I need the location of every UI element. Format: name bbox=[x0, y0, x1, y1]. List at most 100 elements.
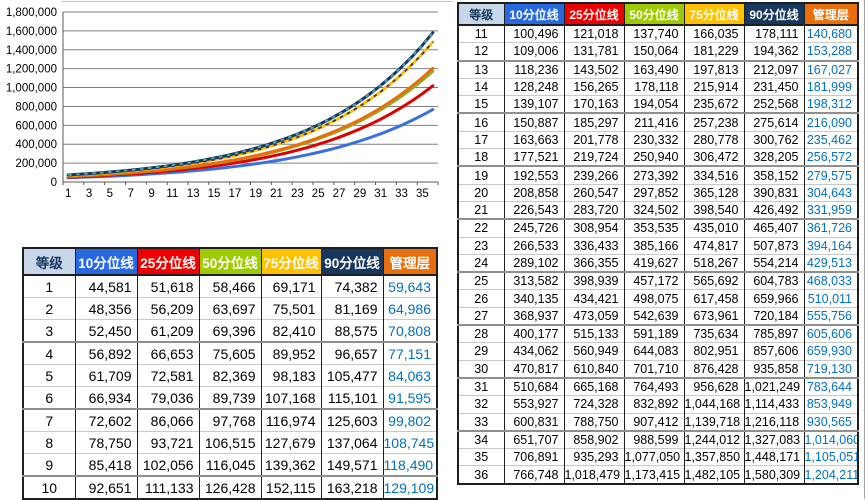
cell-p90-22[interactable]: 465,407 bbox=[743, 218, 805, 238]
cell-p75-34[interactable]: 1,244,012 bbox=[683, 429, 745, 449]
cell-p10-10[interactable]: 92,651 bbox=[74, 475, 138, 499]
cell-p50-36[interactable]: 1,173,415 bbox=[623, 465, 685, 484]
cell-p25-35[interactable]: 935,293 bbox=[563, 448, 625, 466]
cell-p50-6[interactable]: 89,739 bbox=[198, 386, 262, 409]
cell-level-21[interactable]: 21 bbox=[457, 200, 505, 220]
cell-p25-24[interactable]: 366,355 bbox=[563, 253, 625, 273]
cell-mgmt-33[interactable]: 930,565 bbox=[803, 412, 859, 431]
cell-mgmt-28[interactable]: 605,606 bbox=[803, 324, 859, 343]
cell-p90-36[interactable]: 1,580,309 bbox=[743, 465, 805, 484]
cell-p25-16[interactable]: 185,297 bbox=[563, 112, 625, 132]
cell-p50-26[interactable]: 498,075 bbox=[623, 289, 685, 308]
cell-p10-21[interactable]: 226,543 bbox=[503, 200, 565, 220]
cell-p75-22[interactable]: 435,010 bbox=[683, 218, 745, 238]
cell-level-1[interactable]: 1 bbox=[22, 274, 76, 298]
cell-level-26[interactable]: 26 bbox=[457, 289, 505, 308]
cell-p10-1[interactable]: 44,581 bbox=[74, 274, 138, 298]
cell-mgmt-23[interactable]: 394,164 bbox=[803, 236, 859, 255]
cell-p25-10[interactable]: 111,133 bbox=[136, 475, 200, 499]
cell-p50-32[interactable]: 832,892 bbox=[623, 395, 685, 414]
cell-p10-31[interactable]: 510,684 bbox=[503, 376, 565, 396]
cell-level-29[interactable]: 29 bbox=[457, 342, 505, 361]
cell-p75-29[interactable]: 802,951 bbox=[683, 342, 745, 361]
cell-mgmt-6[interactable]: 91,595 bbox=[382, 386, 438, 409]
cell-level-15[interactable]: 15 bbox=[457, 95, 505, 114]
cell-p25-5[interactable]: 72,581 bbox=[136, 364, 200, 387]
cell-mgmt-14[interactable]: 181,999 bbox=[803, 77, 859, 96]
cell-p90-13[interactable]: 212,097 bbox=[743, 59, 805, 79]
cell-p10-36[interactable]: 766,748 bbox=[503, 465, 565, 484]
cell-level-18[interactable]: 18 bbox=[457, 148, 505, 167]
cell-p90-4[interactable]: 96,657 bbox=[320, 341, 384, 365]
cell-p10-12[interactable]: 109,006 bbox=[503, 42, 565, 61]
cell-p50-19[interactable]: 273,392 bbox=[623, 165, 685, 185]
salary-percentile-line-chart[interactable]: 1,800,000 1,600,000 1,400,000 1,200,000 1,00… bbox=[0, 0, 452, 212]
cell-mgmt-15[interactable]: 198,312 bbox=[803, 95, 859, 114]
cell-level-13[interactable]: 13 bbox=[457, 59, 505, 79]
cell-p10-33[interactable]: 600,831 bbox=[503, 412, 565, 431]
cell-p10-6[interactable]: 66,934 bbox=[74, 386, 138, 409]
cell-p90-3[interactable]: 88,575 bbox=[320, 319, 384, 342]
cell-mgmt-36[interactable]: 1,204,211 bbox=[803, 465, 859, 484]
cell-p50-30[interactable]: 701,710 bbox=[623, 359, 685, 378]
cell-mgmt-8[interactable]: 108,745 bbox=[382, 431, 438, 454]
cell-p90-19[interactable]: 358,152 bbox=[743, 165, 805, 185]
cell-level-32[interactable]: 32 bbox=[457, 395, 505, 414]
cell-p90-17[interactable]: 300,762 bbox=[743, 130, 805, 149]
column-header-level[interactable]: 等级 bbox=[22, 248, 76, 276]
cell-p90-25[interactable]: 604,783 bbox=[743, 271, 805, 290]
cell-level-2[interactable]: 2 bbox=[22, 297, 76, 320]
cell-p50-12[interactable]: 150,064 bbox=[623, 42, 685, 61]
cell-p75-12[interactable]: 181,229 bbox=[683, 42, 745, 61]
cell-p75-23[interactable]: 474,817 bbox=[683, 236, 745, 255]
cell-p25-4[interactable]: 66,653 bbox=[136, 341, 200, 365]
cell-p90-18[interactable]: 328,205 bbox=[743, 148, 805, 167]
cell-p75-31[interactable]: 956,628 bbox=[683, 376, 745, 396]
cell-p75-11[interactable]: 166,035 bbox=[683, 24, 745, 43]
cell-mgmt-17[interactable]: 235,462 bbox=[803, 130, 859, 149]
cell-p10-34[interactable]: 651,707 bbox=[503, 429, 565, 449]
cell-p50-3[interactable]: 69,396 bbox=[198, 319, 262, 342]
cell-p25-19[interactable]: 239,266 bbox=[563, 165, 625, 185]
cell-level-22[interactable]: 22 bbox=[457, 218, 505, 238]
column-header-level[interactable]: 等级 bbox=[457, 3, 505, 26]
cell-p10-4[interactable]: 56,892 bbox=[74, 341, 138, 365]
cell-p75-5[interactable]: 98,183 bbox=[260, 364, 322, 387]
cell-mgmt-30[interactable]: 719,130 bbox=[803, 359, 859, 378]
cell-p50-21[interactable]: 324,502 bbox=[623, 200, 685, 220]
cell-level-33[interactable]: 33 bbox=[457, 412, 505, 431]
cell-p90-26[interactable]: 659,966 bbox=[743, 289, 805, 308]
cell-p50-11[interactable]: 137,740 bbox=[623, 24, 685, 43]
cell-p75-28[interactable]: 735,634 bbox=[683, 324, 745, 343]
cell-level-17[interactable]: 17 bbox=[457, 130, 505, 149]
cell-level-19[interactable]: 19 bbox=[457, 165, 505, 185]
cell-p50-10[interactable]: 126,428 bbox=[198, 475, 262, 499]
cell-p75-27[interactable]: 673,961 bbox=[683, 306, 745, 326]
cell-p75-19[interactable]: 334,516 bbox=[683, 165, 745, 185]
column-header-p50[interactable]: 50分位线 bbox=[198, 248, 262, 276]
cell-p50-4[interactable]: 75,605 bbox=[198, 341, 262, 365]
cell-mgmt-31[interactable]: 783,644 bbox=[803, 376, 859, 396]
cell-p90-32[interactable]: 1,114,433 bbox=[743, 395, 805, 414]
cell-p10-35[interactable]: 706,891 bbox=[503, 448, 565, 466]
cell-p90-28[interactable]: 785,897 bbox=[743, 324, 805, 343]
cell-p90-27[interactable]: 720,184 bbox=[743, 306, 805, 326]
cell-p10-26[interactable]: 340,135 bbox=[503, 289, 565, 308]
cell-p90-11[interactable]: 178,111 bbox=[743, 24, 805, 43]
cell-p10-14[interactable]: 128,248 bbox=[503, 77, 565, 96]
cell-p75-25[interactable]: 565,692 bbox=[683, 271, 745, 290]
cell-p90-2[interactable]: 81,169 bbox=[320, 297, 384, 320]
cell-p10-27[interactable]: 368,937 bbox=[503, 306, 565, 326]
cell-p75-3[interactable]: 82,410 bbox=[260, 319, 322, 342]
cell-level-9[interactable]: 9 bbox=[22, 453, 76, 476]
cell-p75-18[interactable]: 306,472 bbox=[683, 148, 745, 167]
cell-p75-10[interactable]: 152,115 bbox=[260, 475, 322, 499]
cell-level-20[interactable]: 20 bbox=[457, 183, 505, 202]
cell-p50-35[interactable]: 1,077,050 bbox=[623, 448, 685, 466]
cell-p25-18[interactable]: 219,724 bbox=[563, 148, 625, 167]
cell-level-23[interactable]: 23 bbox=[457, 236, 505, 255]
cell-level-27[interactable]: 27 bbox=[457, 306, 505, 326]
cell-mgmt-2[interactable]: 64,986 bbox=[382, 297, 438, 320]
cell-p75-6[interactable]: 107,168 bbox=[260, 386, 322, 409]
cell-p50-14[interactable]: 178,118 bbox=[623, 77, 685, 96]
